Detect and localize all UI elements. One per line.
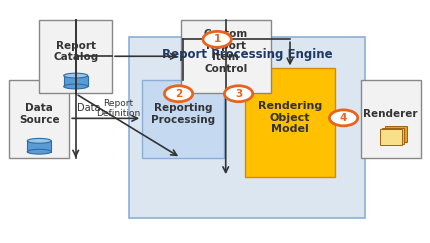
Polygon shape [27,141,51,152]
Polygon shape [382,128,405,144]
Text: 2: 2 [175,89,182,99]
FancyBboxPatch shape [181,20,271,93]
Polygon shape [380,129,402,145]
Text: Data
Source: Data Source [19,104,60,125]
Text: Data: Data [77,103,100,113]
Ellipse shape [27,149,51,154]
Polygon shape [64,76,88,87]
Text: Report
Definition: Report Definition [96,99,141,118]
Text: Renderer: Renderer [363,109,418,119]
FancyBboxPatch shape [361,80,421,158]
Ellipse shape [64,84,88,89]
Polygon shape [385,126,407,142]
FancyBboxPatch shape [142,80,224,158]
Text: Report
Catalog: Report Catalog [53,41,98,62]
Text: Custom
Report
Item
Control: Custom Report Item Control [203,29,248,74]
Circle shape [224,86,253,102]
Text: Rendering
Object
Model: Rendering Object Model [258,101,322,134]
Text: 3: 3 [235,89,242,99]
Circle shape [164,86,193,102]
Text: Report Processing Engine: Report Processing Engine [162,48,332,61]
Circle shape [329,110,358,126]
Text: Reporting
Processing: Reporting Processing [151,104,215,125]
Circle shape [203,31,231,47]
FancyBboxPatch shape [129,37,365,218]
Ellipse shape [64,73,88,78]
FancyBboxPatch shape [245,68,335,177]
Text: 1: 1 [214,34,221,44]
Ellipse shape [27,139,51,143]
Text: 4: 4 [340,113,347,123]
FancyBboxPatch shape [9,80,69,158]
FancyBboxPatch shape [39,20,112,93]
